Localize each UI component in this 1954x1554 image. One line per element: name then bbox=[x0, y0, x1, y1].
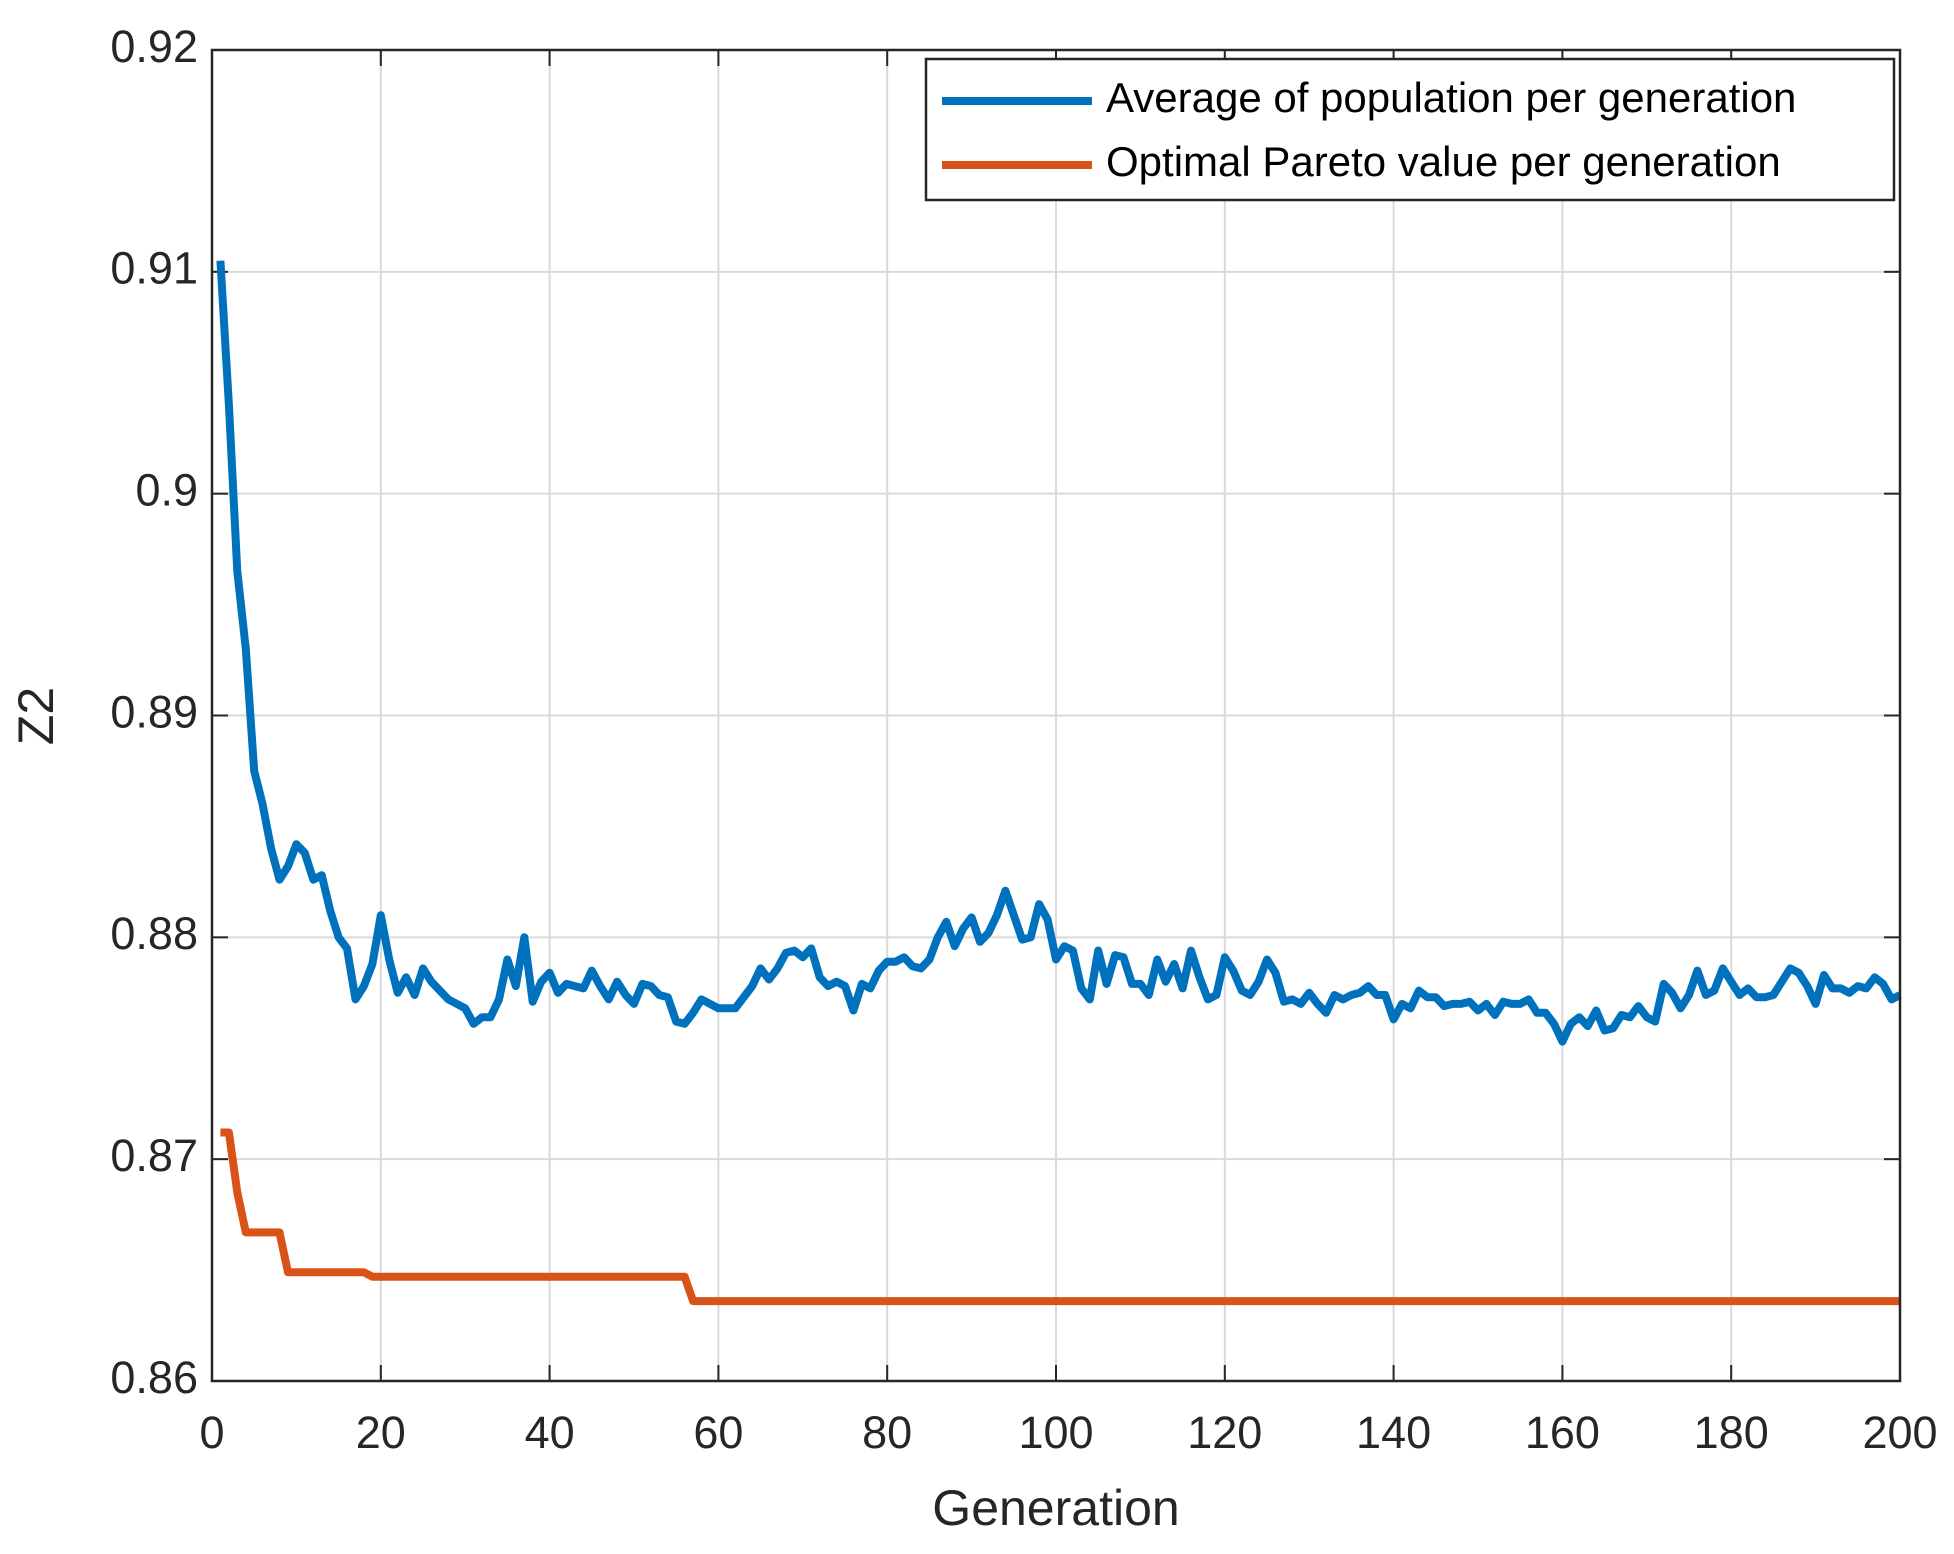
x-tick-label: 100 bbox=[1018, 1407, 1093, 1458]
x-tick-label: 120 bbox=[1187, 1407, 1262, 1458]
y-tick-label: 0.86 bbox=[110, 1352, 198, 1403]
y-tick-label: 0.87 bbox=[110, 1130, 198, 1181]
legend: Average of population per generation Opti… bbox=[924, 57, 1896, 202]
x-tick-label: 60 bbox=[693, 1407, 743, 1458]
y-tick-label: 0.91 bbox=[110, 243, 198, 294]
y-axis-label: Z2 bbox=[8, 687, 64, 745]
legend-box bbox=[924, 57, 1896, 202]
x-tick-label: 40 bbox=[525, 1407, 575, 1458]
y-tick-label: 0.92 bbox=[110, 21, 198, 72]
legend-label: Optimal Pareto value per generation bbox=[1106, 138, 1781, 185]
y-tick-label: 0.9 bbox=[135, 465, 198, 516]
plot-frame bbox=[210, 48, 1902, 1383]
x-tick-label: 140 bbox=[1356, 1407, 1431, 1458]
data-line bbox=[220, 1128, 1900, 1306]
x-tick-label: 0 bbox=[199, 1407, 224, 1458]
legend-label: Average of population per generation bbox=[1106, 74, 1796, 121]
x-tick-label: 180 bbox=[1694, 1407, 1769, 1458]
x-axis-label: Generation bbox=[932, 1480, 1179, 1536]
x-tick-label: 160 bbox=[1525, 1407, 1600, 1458]
y-tick-label: 0.89 bbox=[110, 686, 198, 737]
x-tick-label: 80 bbox=[862, 1407, 912, 1458]
y-tick-label: 0.88 bbox=[110, 908, 198, 959]
x-tick-label: 200 bbox=[1862, 1407, 1937, 1458]
x-tick-label: 20 bbox=[356, 1407, 406, 1458]
data-line bbox=[216, 260, 1902, 1046]
